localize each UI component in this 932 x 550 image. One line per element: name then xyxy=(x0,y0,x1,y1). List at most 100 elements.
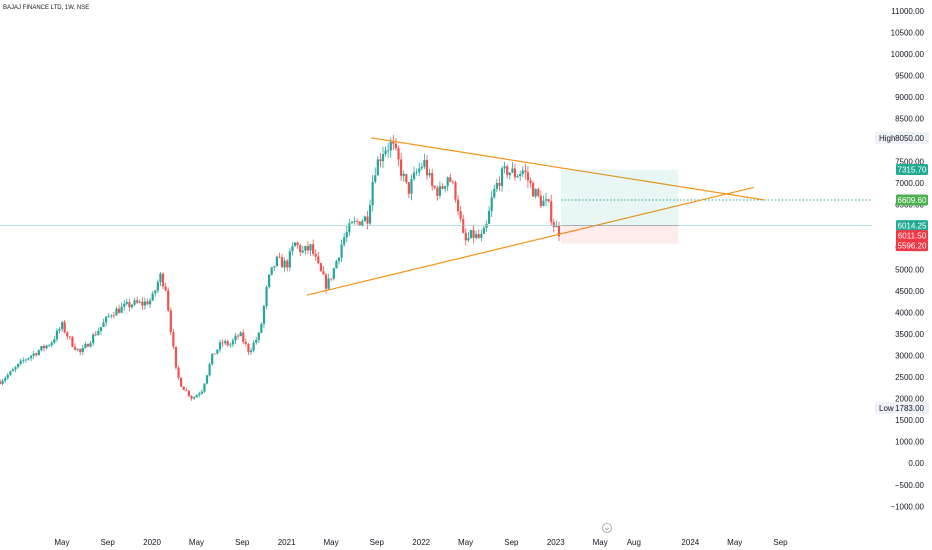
y-tick-label: 1500.00 xyxy=(895,416,924,425)
candle-body xyxy=(218,342,222,350)
price-label-entry[interactable]: 6011.50 xyxy=(896,230,928,242)
y-tick-label: 11000.00 xyxy=(891,7,924,16)
candle-body xyxy=(490,197,493,211)
candle-body xyxy=(482,227,486,234)
candle-body xyxy=(348,223,351,232)
candle-body xyxy=(35,353,38,356)
loss-zone[interactable] xyxy=(561,225,679,244)
candle-body xyxy=(368,205,372,224)
candle-body xyxy=(32,353,35,356)
candle-body xyxy=(154,290,157,294)
candle-body xyxy=(340,244,343,258)
candle-body xyxy=(446,177,449,187)
long-position-tool[interactable] xyxy=(561,169,679,244)
candle-body xyxy=(270,267,273,275)
candle-body xyxy=(469,230,473,239)
candle-body xyxy=(392,141,395,144)
price-label-target[interactable]: 7315.70 xyxy=(896,164,928,176)
price-label-bg xyxy=(896,240,928,252)
candle-body xyxy=(125,302,128,304)
candle-body xyxy=(66,332,69,337)
candle-body xyxy=(534,189,537,197)
trendline[interactable] xyxy=(306,186,754,296)
candle-body xyxy=(81,347,84,353)
y-tick-label: 2000.00 xyxy=(895,395,924,404)
price-label-level[interactable]: 6609.60 xyxy=(896,194,928,206)
candle-body xyxy=(110,315,113,317)
scroll-to-date-icon[interactable] xyxy=(602,523,612,533)
candle-body xyxy=(488,210,491,224)
price-label-bg xyxy=(896,164,928,176)
x-tick-label: May xyxy=(458,538,473,547)
candle-body xyxy=(337,257,341,261)
candle-body xyxy=(324,274,328,289)
candle-body xyxy=(203,383,206,392)
candle-body xyxy=(136,300,139,303)
candle-body xyxy=(552,222,555,228)
candle-body xyxy=(330,278,333,280)
candle-body xyxy=(493,188,496,198)
price-label-current[interactable]: 6014.25 xyxy=(896,220,928,232)
candle-body xyxy=(29,355,33,359)
candle-body xyxy=(224,341,227,344)
price-label-text: 7315.70 xyxy=(898,166,927,175)
candle-body xyxy=(301,250,304,253)
candle-body xyxy=(86,343,90,347)
candle-body xyxy=(299,245,302,253)
candle-body xyxy=(195,395,198,398)
candle-body xyxy=(467,238,470,241)
candle-body xyxy=(454,182,457,200)
candle-body xyxy=(115,308,118,316)
price-label-bg xyxy=(896,194,928,206)
profit-zone[interactable] xyxy=(561,169,679,226)
candle-body xyxy=(120,306,123,313)
trendline[interactable] xyxy=(371,137,765,201)
price-label-text: 6011.50 xyxy=(898,232,927,241)
candle-body xyxy=(280,257,284,268)
candle-body xyxy=(291,246,294,252)
candle-body xyxy=(521,170,524,175)
candle-body xyxy=(252,342,255,351)
candle-body xyxy=(428,173,431,176)
candle-body xyxy=(211,353,214,365)
candle-body xyxy=(257,332,260,340)
high-marker-label: High xyxy=(879,134,895,143)
candle-body xyxy=(177,367,180,378)
y-axis[interactable]: 11000.00 10500.00 10000.00 9500.00 9000.00 85… xyxy=(875,7,929,512)
candle-body xyxy=(547,199,550,202)
x-tick-label: 2020 xyxy=(143,538,161,547)
candle-body xyxy=(353,220,356,222)
candle-body xyxy=(45,345,48,349)
trendlines[interactable] xyxy=(0,137,872,296)
candle-body xyxy=(415,172,418,174)
candle-body xyxy=(407,182,410,194)
price-label-stop[interactable]: 5596.20 xyxy=(896,240,928,252)
x-tick-label: May xyxy=(323,538,338,547)
candle-body xyxy=(322,271,325,275)
candle-body xyxy=(55,330,59,340)
x-axis[interactable]: May Sep 2020 May Sep 2021 May Sep 2022 May Sep 2023… xyxy=(54,538,788,547)
x-tick-label: May xyxy=(593,538,608,547)
candle-body xyxy=(265,287,268,306)
candle-body xyxy=(436,187,439,196)
candle-body xyxy=(151,293,154,301)
x-tick-label: May xyxy=(727,538,742,547)
candle-body xyxy=(402,173,405,176)
candle-body xyxy=(58,329,61,331)
candle-body xyxy=(389,141,392,151)
high-marker: High 8050.00 xyxy=(875,131,929,144)
candle-body xyxy=(304,245,307,251)
candle-body xyxy=(278,256,281,258)
low-marker-label: Low xyxy=(879,404,894,413)
candle-body xyxy=(146,301,149,305)
candle-body xyxy=(148,300,152,305)
candle-body xyxy=(537,189,540,196)
candle-body xyxy=(192,397,196,399)
candle-body xyxy=(231,340,235,345)
candle-body xyxy=(9,371,12,375)
candle-body xyxy=(167,290,170,311)
candle-body xyxy=(275,256,278,266)
candle-body xyxy=(459,211,462,219)
candle-body xyxy=(495,182,498,189)
